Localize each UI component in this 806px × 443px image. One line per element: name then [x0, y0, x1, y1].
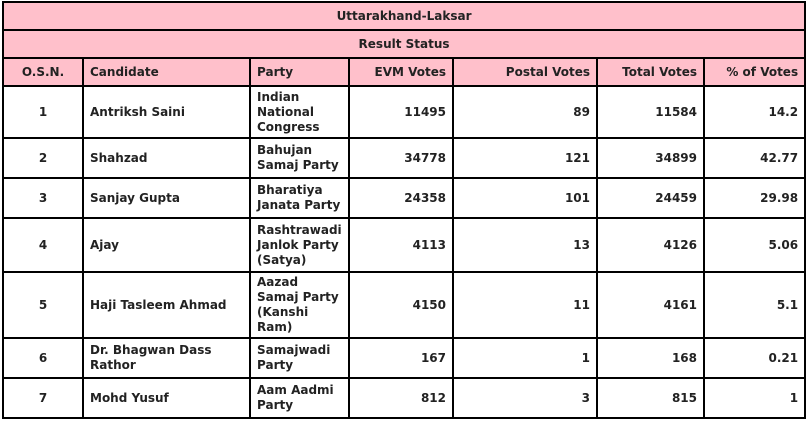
- cell-postal: 101: [452, 177, 598, 219]
- cell-pct: 0.21: [702, 337, 806, 379]
- cell-pct: 29.98: [702, 177, 806, 219]
- col-total-votes: Total Votes: [596, 57, 705, 87]
- cell-postal: 89: [452, 85, 598, 139]
- cell-party: Rashtrawadi Janlok Party (Satya): [249, 217, 350, 273]
- cell-evm: 812: [348, 377, 454, 419]
- cell-total: 11584: [596, 85, 705, 139]
- cell-pct: 14.2: [702, 85, 806, 139]
- cell-party: Indian National Congress: [249, 85, 350, 139]
- cell-candidate: Dr. Bhagwan Dass Rathor: [82, 337, 251, 379]
- cell-osn: 7: [2, 377, 84, 419]
- cell-party: Aam Aadmi Party: [249, 377, 350, 419]
- table-row: 7 Mohd Yusuf Aam Aadmi Party 812 3 815 1: [2, 377, 806, 419]
- cell-evm: 167: [348, 337, 454, 379]
- cell-candidate: Mohd Yusuf: [82, 377, 251, 419]
- cell-party: Bharatiya Janata Party: [249, 177, 350, 219]
- cell-party: Aazad Samaj Party (Kanshi Ram): [249, 271, 350, 339]
- cell-total: 34899: [596, 137, 705, 179]
- cell-total: 168: [596, 337, 705, 379]
- cell-postal: 1: [452, 337, 598, 379]
- cell-pct: 42.77: [702, 137, 806, 179]
- col-evm-votes: EVM Votes: [348, 57, 454, 87]
- table-row: 4 Ajay Rashtrawadi Janlok Party (Satya) 411…: [2, 217, 806, 273]
- constituency-title: Uttarakhand-Laksar: [1, 1, 806, 31]
- table-row: 3 Sanjay Gupta Bharatiya Janata Party 24358…: [2, 177, 806, 219]
- cell-osn: 3: [2, 177, 84, 219]
- col-party: Party: [249, 57, 350, 87]
- cell-osn: 5: [2, 271, 84, 339]
- cell-pct: 5.1: [702, 271, 806, 339]
- col-pct-votes: % of Votes: [702, 57, 806, 87]
- cell-pct: 1: [702, 377, 806, 419]
- cell-candidate: Shahzad: [82, 137, 251, 179]
- col-osn: O.S.N.: [2, 57, 84, 87]
- cell-evm: 4150: [348, 271, 454, 339]
- cell-osn: 2: [2, 137, 84, 179]
- cell-osn: 6: [2, 337, 84, 379]
- cell-postal: 11: [452, 271, 598, 339]
- result-table: Uttarakhand-Laksar Result Status O.S.N. …: [1, 1, 806, 419]
- cell-total: 815: [596, 377, 705, 419]
- cell-osn: 1: [2, 85, 84, 139]
- cell-postal: 3: [452, 377, 598, 419]
- cell-total: 4161: [596, 271, 705, 339]
- table-row: 5 Haji Tasleem Ahmad Aazad Samaj Party (Ka…: [2, 271, 806, 339]
- cell-evm: 24358: [348, 177, 454, 219]
- col-candidate: Candidate: [82, 57, 251, 87]
- cell-candidate: Ajay: [82, 217, 251, 273]
- result-status-heading: Result Status: [1, 29, 806, 59]
- cell-party: Bahujan Samaj Party: [249, 137, 350, 179]
- cell-total: 4126: [596, 217, 705, 273]
- col-postal-votes: Postal Votes: [452, 57, 598, 87]
- cell-evm: 11495: [348, 85, 454, 139]
- cell-party: Samajwadi Party: [249, 337, 350, 379]
- cell-candidate: Sanjay Gupta: [82, 177, 251, 219]
- cell-candidate: Haji Tasleem Ahmad: [82, 271, 251, 339]
- cell-pct: 5.06: [702, 217, 806, 273]
- cell-evm: 4113: [348, 217, 454, 273]
- cell-osn: 4: [2, 217, 84, 273]
- cell-candidate: Antriksh Saini: [82, 85, 251, 139]
- cell-postal: 13: [452, 217, 598, 273]
- table-row: 2 Shahzad Bahujan Samaj Party 34778 121 34899…: [2, 137, 806, 179]
- cell-evm: 34778: [348, 137, 454, 179]
- header-row: O.S.N. Candidate Party EVM Votes Postal …: [2, 57, 806, 87]
- table-row: 1 Antriksh Saini Indian National Congress 1…: [2, 85, 806, 139]
- cell-postal: 121: [452, 137, 598, 179]
- table-row: 6 Dr. Bhagwan Dass Rathor Samajwadi Party 1…: [2, 337, 806, 379]
- cell-total: 24459: [596, 177, 705, 219]
